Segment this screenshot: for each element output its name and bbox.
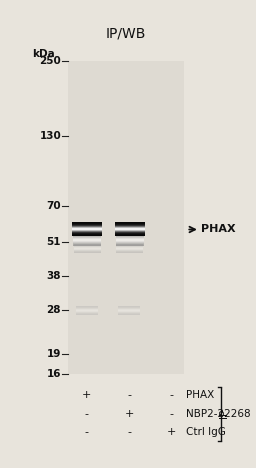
Text: 16: 16 bbox=[47, 369, 61, 379]
Text: Ctrl IgG: Ctrl IgG bbox=[186, 427, 226, 437]
Text: 130: 130 bbox=[39, 131, 61, 141]
Text: 38: 38 bbox=[47, 271, 61, 281]
Text: +: + bbox=[167, 427, 177, 437]
Text: 250: 250 bbox=[39, 56, 61, 66]
Text: 28: 28 bbox=[47, 305, 61, 315]
Text: 51: 51 bbox=[47, 237, 61, 247]
Text: kDa: kDa bbox=[32, 49, 55, 59]
Bar bbox=[68, 61, 184, 374]
Text: -: - bbox=[127, 427, 131, 437]
Text: 70: 70 bbox=[47, 201, 61, 211]
Text: -: - bbox=[85, 427, 89, 437]
Text: -: - bbox=[170, 390, 174, 400]
Text: -: - bbox=[127, 390, 131, 400]
Text: +: + bbox=[82, 390, 91, 400]
Text: -: - bbox=[85, 409, 89, 419]
Text: -: - bbox=[170, 409, 174, 419]
Text: IP/WB: IP/WB bbox=[106, 26, 146, 40]
Text: PHAX: PHAX bbox=[186, 390, 215, 400]
Text: 19: 19 bbox=[47, 350, 61, 359]
Text: +: + bbox=[125, 409, 134, 419]
Text: IP: IP bbox=[219, 409, 229, 418]
Text: PHAX: PHAX bbox=[201, 225, 236, 234]
Text: NBP2-22268: NBP2-22268 bbox=[186, 409, 251, 419]
